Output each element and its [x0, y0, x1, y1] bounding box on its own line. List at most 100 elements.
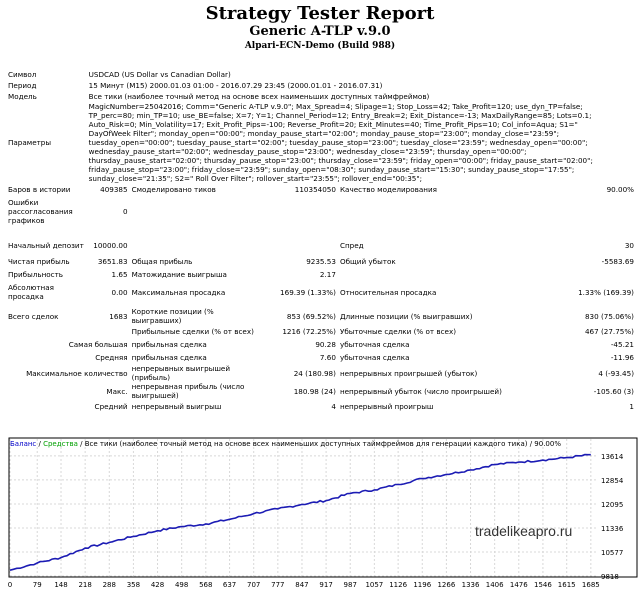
x-tick-label: 1266	[437, 581, 455, 589]
x-tick-label: 1336	[462, 581, 480, 589]
row-pf: Прибыльность 1.65 Матожидание выигрыша 2…	[6, 268, 636, 281]
x-tick-label: 707	[247, 581, 260, 589]
y-axis-labels: 13614 12854 12095 11336 10577 9818	[601, 453, 624, 581]
avg-cons-wins-value: 4	[331, 402, 336, 411]
largest-loss-label: убыточная сделка	[339, 340, 410, 349]
y-tick-label: 12095	[601, 501, 623, 509]
ticks-label: Смоделировано тиков	[131, 184, 216, 194]
row-total: Всего сделок 1683 Короткие позиции (% вы…	[6, 307, 636, 325]
loss-trades-label: Убыточные сделки (% от всех)	[339, 327, 457, 336]
params-line: Auto_Risk=0; Min_Volatility=17; Exit_Pro…	[88, 120, 578, 129]
balance-chart: 13614 12854 12095 11336 10577 9818 0 79 148 218 2…	[8, 437, 638, 589]
x-axis-labels: 0 79 148 218 288 358 428 498 568 637 707 777 847 917 9…	[8, 581, 600, 589]
y-tick-label: 9818	[601, 573, 619, 581]
params-line: thursday_pause_start="02:00"; thursday_p…	[88, 156, 593, 165]
rel-dd-label: Относительная просадка	[339, 287, 437, 297]
params-line: MagicNumber=25042016; Comm="Generic A-TL…	[88, 102, 583, 111]
y-tick-label: 11336	[601, 525, 624, 533]
watermark-text: tradelikeapro.ru	[475, 523, 572, 539]
net-value: 3651.83	[97, 257, 128, 266]
params-line: friday_pause_stop="23:00"; friday_close=…	[88, 165, 575, 174]
spread-value: 30	[624, 240, 634, 250]
server-name: Alpari-ECN-Demo (Build 988)	[244, 41, 396, 51]
x-tick-label: 1406	[486, 581, 504, 589]
params-line: wednesday_pause_start="02:00"; wednesday…	[88, 147, 527, 156]
x-tick-label: 358	[127, 581, 140, 589]
x-tick-label: 1615	[558, 581, 576, 589]
abs-dd-value: 0.00	[111, 287, 128, 297]
row-max: Макс. непрерывная прибыль (число выигрыш…	[6, 382, 636, 400]
gross-loss-value: -5583.69	[601, 257, 634, 266]
long-label: Длинные позиции (% выигравших)	[339, 311, 473, 321]
row-symbol: Символ USDCAD (US Dollar vs Canadian Dol…	[6, 69, 636, 80]
x-tick-label: 148	[54, 581, 67, 589]
bars-label: Баров в истории	[8, 184, 71, 194]
chart-legend: Баланс / Средства / Все тики (наиболее т…	[10, 439, 637, 450]
spread-label: Спред	[339, 240, 364, 250]
x-tick-label: 637	[223, 581, 236, 589]
row-deposit: Начальный депозит 10000.00 Спред 30	[6, 235, 636, 255]
average-label: Средняя	[95, 353, 128, 362]
report-title: Strategy Tester Report	[205, 3, 435, 24]
row-bars: Баров в истории 409385 Смоделировано тик…	[6, 183, 636, 195]
bars-value: 409385	[100, 184, 128, 194]
params-label: Параметры	[8, 138, 52, 147]
max-cons-wins-label: непрерывных выигрышей (прибыль)	[131, 364, 231, 382]
x-tick-label: 1685	[582, 581, 600, 589]
largest-label: Самая большая	[68, 340, 128, 349]
x-tick-label: 568	[199, 581, 212, 589]
x-tick-label: 428	[151, 581, 164, 589]
x-tick-label: 218	[78, 581, 91, 589]
x-tick-label: 1546	[534, 581, 552, 589]
total-label: Всего сделок	[8, 311, 59, 321]
symbol-value: USDCAD (US Dollar vs Canadian Dollar)	[88, 70, 231, 79]
y-tick-label: 13614	[601, 453, 624, 461]
gross-loss-label: Общий убыток	[339, 257, 396, 266]
avg-loss-value: -11.96	[610, 353, 634, 362]
y-tick-label: 12854	[601, 477, 624, 485]
max-dd-label: Максимальная просадка	[131, 287, 226, 297]
deposit-value: 10000.00	[93, 240, 128, 250]
short-value: 853 (69.52%)	[286, 311, 336, 321]
loss-trades-value: 467 (27.75%)	[584, 327, 634, 336]
row-period: Период 15 Минут (M15) 2000.01.03 01:00 -…	[6, 80, 636, 91]
x-tick-label: 987	[344, 581, 357, 589]
avg-cons-losses-value: 1	[629, 402, 634, 411]
profit-trades-label: Прибыльные сделки (% от всех)	[131, 327, 254, 336]
long-value: 830 (75.06%)	[584, 311, 634, 321]
row-params: Параметры MagicNumber=25042016; Comm="Ge…	[6, 102, 636, 183]
max-cons-losses-value: 4 (-93.45)	[598, 368, 634, 378]
legend-equity: Средства	[43, 440, 78, 448]
model-label: Модель	[8, 92, 37, 101]
legend-balance: Баланс	[10, 440, 37, 448]
row-model: Модель Все тики (наиболее точный метод н…	[6, 91, 636, 102]
balance-series-line	[9, 453, 591, 571]
total-value: 1683	[109, 311, 128, 321]
max-cons-losses-label: непрерывных проигрышей (убыток)	[339, 368, 478, 378]
errors-value: 0	[122, 206, 128, 216]
model-value: Все тики (наиболее точный метод на основ…	[88, 92, 430, 101]
max-cons-loss-value: -105.60 (3)	[593, 386, 634, 396]
x-tick-label: 288	[103, 581, 116, 589]
x-tick-label: 0	[8, 581, 12, 589]
max-dd-value: 169.39 (1.33%)	[280, 287, 336, 297]
errors-label: Ошибки рассогласования графиков	[8, 197, 73, 225]
profit-trades-value: 1216 (72.25%)	[282, 327, 336, 336]
row-avg2: Средний непрерывный выигрыш 4 непрерывны…	[6, 400, 636, 413]
symbol-label: Символ	[8, 70, 37, 79]
avg-loss-label: убыточная сделка	[339, 353, 410, 362]
short-label: Короткие позиции (% выигравших)	[131, 307, 214, 325]
chart-grid	[9, 439, 597, 577]
abs-dd-label: Абсолютная просадка	[8, 283, 54, 301]
period-value: 15 Минут (M15) 2000.01.03 01:00 - 2016.0…	[88, 81, 383, 90]
x-tick-label: 79	[33, 581, 42, 589]
largest-loss-value: -45.21	[610, 340, 634, 349]
x-tick-label: 1196	[413, 581, 431, 589]
rel-dd-value: 1.33% (169.39)	[578, 287, 634, 297]
x-tick-label: 847	[295, 581, 308, 589]
deposit-label: Начальный депозит	[8, 240, 84, 250]
max-count-label: Максимальное количество	[26, 368, 128, 378]
row-errors: Ошибки рассогласования графиков 0	[6, 195, 636, 227]
params-line: sunday_close="21:35"; S2=" Roll Over Fil…	[88, 174, 423, 183]
max-label: Макс.	[106, 386, 128, 396]
